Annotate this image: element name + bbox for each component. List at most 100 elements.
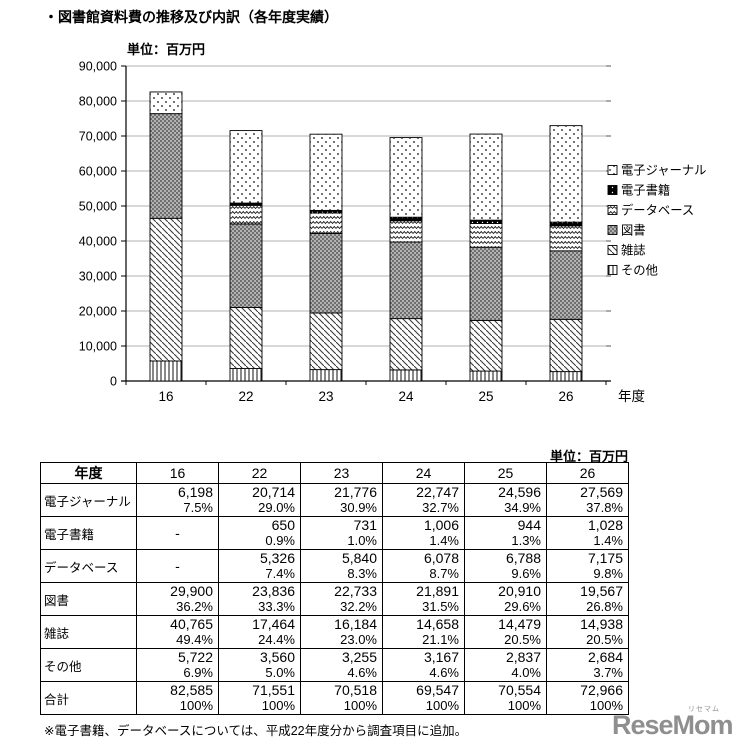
cell-value: 6,078 xyxy=(423,550,459,566)
table-cell: 20,714 29.0% xyxy=(218,483,301,517)
x-tick-label: 22 xyxy=(238,389,253,404)
bar-23-segment-雑誌 xyxy=(309,312,343,371)
cell-percent: 33.3% xyxy=(258,599,295,614)
table-row: 電子書籍 -650 0.9% 731 1.0% 1,006 1.4% 944 1.3% 1,028… xyxy=(40,516,629,550)
table-cell: 14,479 20.5% xyxy=(464,615,547,649)
legend-item-電子ジャーナル: 電子ジャーナル xyxy=(607,164,706,178)
table-cell: 69,547 100% xyxy=(382,681,465,715)
cell-value: - xyxy=(175,525,180,541)
cell-percent: 1.4% xyxy=(593,533,623,548)
cell-percent: 5.0% xyxy=(265,665,295,680)
legend-label: 電子書籍 xyxy=(621,183,670,198)
cell-percent: 32.2% xyxy=(340,599,377,614)
cell-value: 650 xyxy=(271,517,295,533)
page-title: ・図書館資料費の推移及び内訳（各年度実績） xyxy=(44,9,338,25)
table-header-cell: 16 xyxy=(136,462,219,484)
cell-value: 3,255 xyxy=(341,649,377,665)
footnote: ※電子書籍、データベースについては、平成22年度分から調査項目に追加。 xyxy=(44,724,468,738)
table-cell: 24,596 34.9% xyxy=(464,483,547,517)
y-axis: 0 10,000 20,000 30,000 40,000 50,000 60,000 70,… xyxy=(79,60,611,389)
chart-unit-label: 単位：百万円 xyxy=(127,42,205,57)
x-axis: 16 22 23 24 25 26 年度 xyxy=(121,380,645,404)
cell-value: 72,966 xyxy=(580,682,623,698)
cell-percent: 100% xyxy=(261,698,295,713)
table-cell: 82,585 100% xyxy=(136,681,219,715)
bar-23-segment-電子ジャーナル xyxy=(309,133,343,211)
table-row: その他 5,722 6.9% 3,560 5.0% 3,255 4.6% 3,167 4.6% 2… xyxy=(40,648,629,682)
cell-value: - xyxy=(175,558,180,574)
cell-value: 71,551 xyxy=(252,682,295,698)
x-tick-label: 24 xyxy=(398,389,414,404)
bar-22-segment-雑誌 xyxy=(229,306,263,369)
cell-value: 14,938 xyxy=(580,616,623,632)
cell-value: 16,184 xyxy=(334,616,377,632)
table-cell: 72,966 100% xyxy=(546,681,629,715)
y-tick-label: 50,000 xyxy=(79,200,117,214)
cell-percent: 7.4% xyxy=(265,566,295,581)
table-header-row: 年度 16 22 23 24 25 26 xyxy=(40,462,629,484)
table-cell: 1,028 1.4% xyxy=(546,516,629,550)
table-cell: 3,167 4.6% xyxy=(382,648,465,682)
y-tick-label: 10,000 xyxy=(79,340,117,354)
table-cell: 22,733 32.2% xyxy=(300,582,383,616)
cell-percent: 3.7% xyxy=(593,665,623,680)
cell-percent: 9.8% xyxy=(593,566,623,581)
bar-26-segment-電子ジャーナル xyxy=(549,125,583,223)
bar-25-segment-図書 xyxy=(469,246,503,321)
table-cell: 3,560 5.0% xyxy=(218,648,301,682)
cell-percent: 23.0% xyxy=(340,632,377,647)
bar-26-segment-データベース xyxy=(549,225,583,252)
bar-22-segment-データベース xyxy=(229,204,263,225)
table-cell: 650 0.9% xyxy=(218,516,301,550)
table-cell: 14,938 20.5% xyxy=(546,615,629,649)
bar-22-segment-図書 xyxy=(229,223,263,308)
y-tick-label: 30,000 xyxy=(79,270,117,284)
cell-percent: 7.5% xyxy=(183,500,213,515)
logo-ruby-text: リセマム xyxy=(688,706,720,713)
bar-25-segment-電子書籍 xyxy=(469,219,503,224)
table-cell: 16,184 23.0% xyxy=(300,615,383,649)
cell-value: 731 xyxy=(353,517,377,533)
cell-value: 70,518 xyxy=(334,682,377,698)
bar-24-segment-データベース xyxy=(389,220,423,243)
table-unit-label: 単位：百万円 xyxy=(549,449,628,464)
y-tick-label: 60,000 xyxy=(79,165,117,179)
bar-24-segment-電子書籍 xyxy=(389,216,423,222)
table-row-label: 電子書籍 xyxy=(40,516,137,550)
cell-percent: 4.6% xyxy=(347,665,377,680)
legend-item-図書: 図書 xyxy=(607,224,646,238)
table-cell: 6,198 7.5% xyxy=(136,483,219,517)
legend-label: 図書 xyxy=(621,224,646,238)
x-axis-title: 年度 xyxy=(618,389,645,404)
cell-value: 6,198 xyxy=(177,484,213,500)
bar-26 xyxy=(549,125,583,382)
table-cell: 70,518 100% xyxy=(300,681,383,715)
table-row-label: 図書 xyxy=(40,582,137,616)
bar-16 xyxy=(149,91,183,382)
cell-value: 17,464 xyxy=(252,616,295,632)
cell-value: 24,596 xyxy=(498,484,541,500)
y-tick-label: 70,000 xyxy=(79,130,117,144)
legend-swatch-icon xyxy=(607,245,618,255)
table-cell: 20,910 29.6% xyxy=(464,582,547,616)
bar-26-segment-電子書籍 xyxy=(549,221,583,227)
library-costs-table: 年度 16 22 23 24 25 26 電子ジャーナル 6,198 7.5% 20,714 29.0… xyxy=(40,462,629,715)
table-cell: 21,891 31.5% xyxy=(382,582,465,616)
cell-percent: 31.5% xyxy=(422,599,459,614)
resemom-logo: リセマム ReseMom. xyxy=(612,704,733,749)
cell-percent: 26.8% xyxy=(586,599,623,614)
cell-value: 1,006 xyxy=(423,517,459,533)
cell-value: 2,684 xyxy=(587,649,623,665)
x-tick-label: 23 xyxy=(318,389,333,404)
bar-25 xyxy=(469,133,503,382)
cell-value: 20,910 xyxy=(498,583,541,599)
x-tick-label: 16 xyxy=(158,389,173,404)
cell-value: 21,891 xyxy=(416,583,459,599)
table-row: 図書 29,900 36.2% 23,836 33.3% 22,733 32.2% 21,89… xyxy=(40,582,629,616)
table-row-label: その他 xyxy=(40,648,137,682)
x-tick-label: 26 xyxy=(558,389,573,404)
table-row: 雑誌 40,765 49.4% 17,464 24.4% 16,184 23.0% 14,65… xyxy=(40,615,629,649)
bar-24-segment-電子ジャーナル xyxy=(389,137,423,218)
table-cell: 1,006 1.4% xyxy=(382,516,465,550)
